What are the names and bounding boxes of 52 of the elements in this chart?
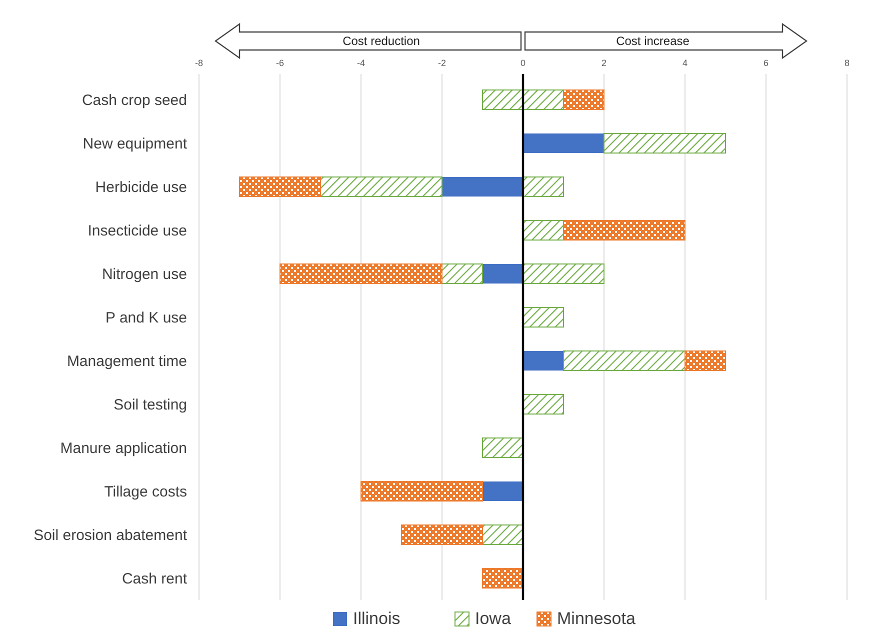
legend-label: Illinois (353, 609, 400, 628)
legend-label: Iowa (475, 609, 512, 628)
bar (522, 306, 564, 328)
y-tick-label: Cash crop seed (82, 92, 187, 109)
bar (684, 350, 726, 372)
bar (563, 220, 686, 241)
bar (563, 89, 604, 110)
legend-label: Minnesota (557, 609, 636, 628)
bar (522, 220, 564, 241)
bar (522, 176, 564, 198)
y-tick-label: New equipment (82, 135, 188, 152)
bar (482, 524, 524, 546)
x-tick-label: 4 (682, 58, 688, 68)
bar (280, 263, 442, 284)
bar (604, 132, 726, 154)
x-tick-label: -2 (438, 58, 446, 68)
bar (320, 176, 442, 198)
y-tick-label: Herbicide use (95, 178, 187, 196)
bar (482, 89, 524, 110)
y-tick-label: Soil erosion abatement (34, 526, 188, 544)
y-tick-label: Manure application (60, 440, 187, 457)
x-tick-label: 0 (520, 58, 526, 68)
bar (522, 394, 564, 415)
y-tick-label: Management time (66, 352, 187, 370)
x-tick-label: -8 (194, 58, 204, 68)
y-tick-label: Cash rent (122, 570, 188, 588)
x-tick-label: -6 (276, 58, 284, 68)
bar (239, 176, 321, 198)
y-tick-label: Soil testing (114, 396, 187, 414)
y-tick-label: P and K use (106, 309, 187, 326)
bar (360, 480, 483, 502)
x-tick-label: -4 (356, 58, 366, 68)
text: Cost increase (616, 34, 690, 48)
bar (482, 264, 523, 284)
x-tick-label: 8 (844, 58, 850, 68)
bar (523, 133, 604, 154)
bar (401, 524, 483, 546)
bar (563, 350, 686, 372)
y-tick-label: Insecticide use (88, 222, 187, 240)
y-tick-label: Nitrogen use (102, 266, 187, 283)
text: Cost reduction (342, 34, 420, 48)
bar (482, 437, 524, 458)
x-tick-label: 6 (763, 58, 769, 68)
bar (442, 263, 483, 284)
bar (523, 350, 564, 371)
bar (482, 481, 523, 502)
bar (522, 89, 564, 110)
bar (522, 263, 604, 284)
bar (482, 568, 524, 589)
bar (442, 176, 523, 197)
y-tick-label: Tillage costs (104, 483, 187, 500)
x-tick-label: 2 (601, 58, 607, 68)
